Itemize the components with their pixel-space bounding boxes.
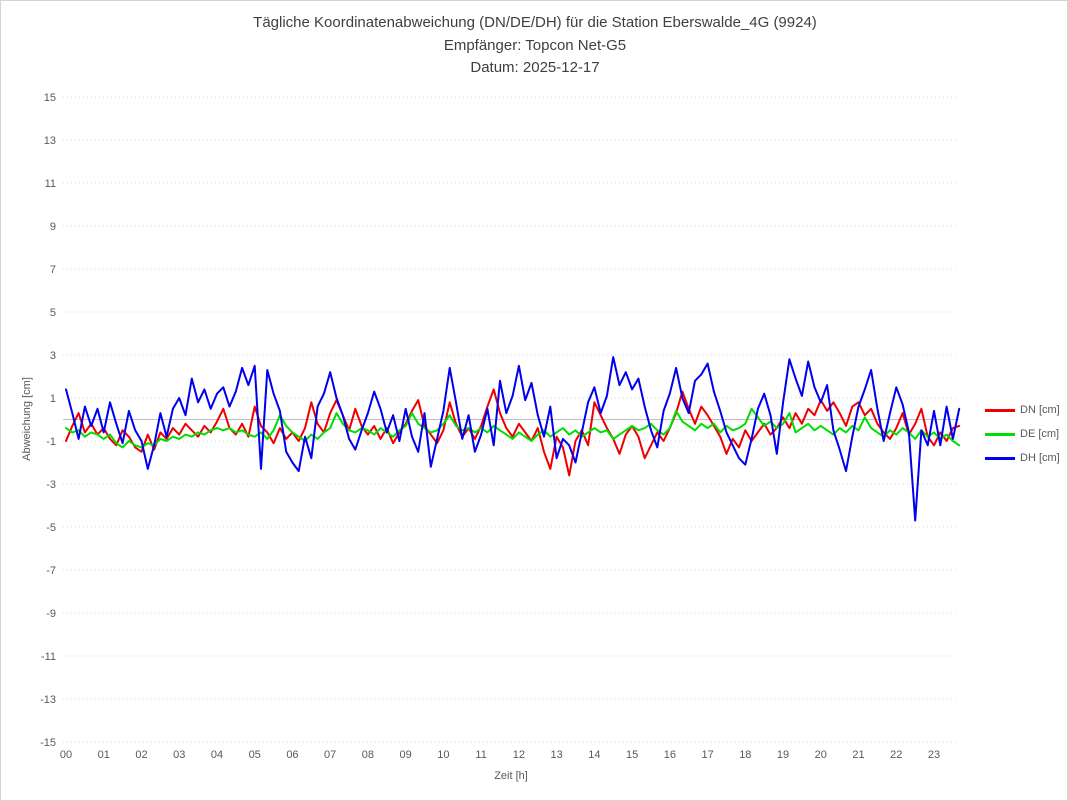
- de-line-swatch: [985, 432, 1015, 436]
- x-tick-label: 06: [286, 749, 298, 761]
- y-tick-label: 3: [50, 350, 56, 362]
- x-tick-label: 17: [701, 749, 713, 761]
- y-tick-label: 7: [50, 264, 56, 276]
- x-tick-label: 01: [98, 749, 110, 761]
- x-tick-label: 16: [664, 749, 676, 761]
- x-tick-label: 05: [249, 749, 261, 761]
- chart-title-line3: Datum: 2025-12-17: [470, 59, 600, 76]
- x-tick-label: 11: [475, 749, 486, 761]
- series-line-dn: [65, 388, 961, 477]
- x-tick-label: 14: [588, 749, 600, 761]
- legend-label-dh: DH [cm]: [1020, 452, 1060, 464]
- x-tick-label: 20: [815, 749, 827, 761]
- chart-title-line2: Empfänger: Topcon Net-G5: [443, 36, 627, 54]
- y-tick-label: -7: [46, 565, 56, 577]
- series-line-dh: [65, 356, 961, 522]
- legend-label-de: DE [cm]: [1020, 428, 1060, 440]
- dh-line-swatch: [985, 456, 1015, 460]
- x-tick-label: 04: [211, 749, 223, 761]
- y-tick-label: -3: [46, 479, 56, 491]
- series-line-de: [65, 407, 961, 449]
- y-tick-label: -13: [40, 694, 56, 706]
- y-tick-label: 1: [50, 393, 56, 405]
- x-tick-label: 19: [777, 749, 789, 761]
- y-tick-label: -15: [40, 737, 56, 749]
- legend-label-dn: DN [cm]: [1020, 404, 1060, 416]
- y-tick-label: -1: [46, 436, 56, 448]
- y-tick-label: 9: [50, 221, 56, 233]
- legend: DN [cm] DE [cm] DH [cm]: [985, 404, 1060, 464]
- x-tick-label: 08: [362, 749, 374, 761]
- legend-item-de: DE [cm]: [985, 428, 1060, 440]
- y-tick-label: 15: [44, 92, 56, 104]
- x-tick-label: 23: [928, 749, 940, 761]
- legend-item-dh: DH [cm]: [985, 452, 1060, 464]
- x-tick-label: 07: [324, 749, 336, 761]
- chart-title-block: Tägliche Koordinatenabweichung (DN/DE/DH…: [1, 12, 1067, 80]
- y-tick-label: -9: [46, 608, 56, 620]
- x-tick-label: 13: [550, 749, 562, 761]
- x-tick-label: 15: [626, 749, 638, 761]
- y-tick-label: -5: [46, 522, 56, 534]
- x-tick-label: 21: [852, 749, 864, 761]
- y-tick-label: 13: [44, 135, 56, 147]
- y-tick-label: 5: [50, 307, 56, 319]
- x-tick-label: 10: [437, 749, 449, 761]
- x-tick-label: 18: [739, 749, 751, 761]
- chart-title-line1: Tägliche Koordinatenabweichung (DN/DE/DH…: [253, 14, 817, 31]
- x-tick-label: 03: [173, 749, 185, 761]
- x-tick-label: 09: [400, 749, 412, 761]
- x-tick-label: 22: [890, 749, 902, 761]
- y-axis-title: Abweichung [cm]: [21, 377, 33, 461]
- x-tick-label: 02: [135, 749, 147, 761]
- legend-item-dn: DN [cm]: [985, 404, 1060, 416]
- x-axis-title: Zeit [h]: [494, 770, 528, 782]
- y-tick-label: 11: [45, 178, 56, 190]
- dn-line-swatch: [985, 408, 1015, 412]
- x-tick-label: 00: [60, 749, 72, 761]
- x-tick-label: 12: [513, 749, 525, 761]
- y-tick-label: -11: [41, 651, 56, 663]
